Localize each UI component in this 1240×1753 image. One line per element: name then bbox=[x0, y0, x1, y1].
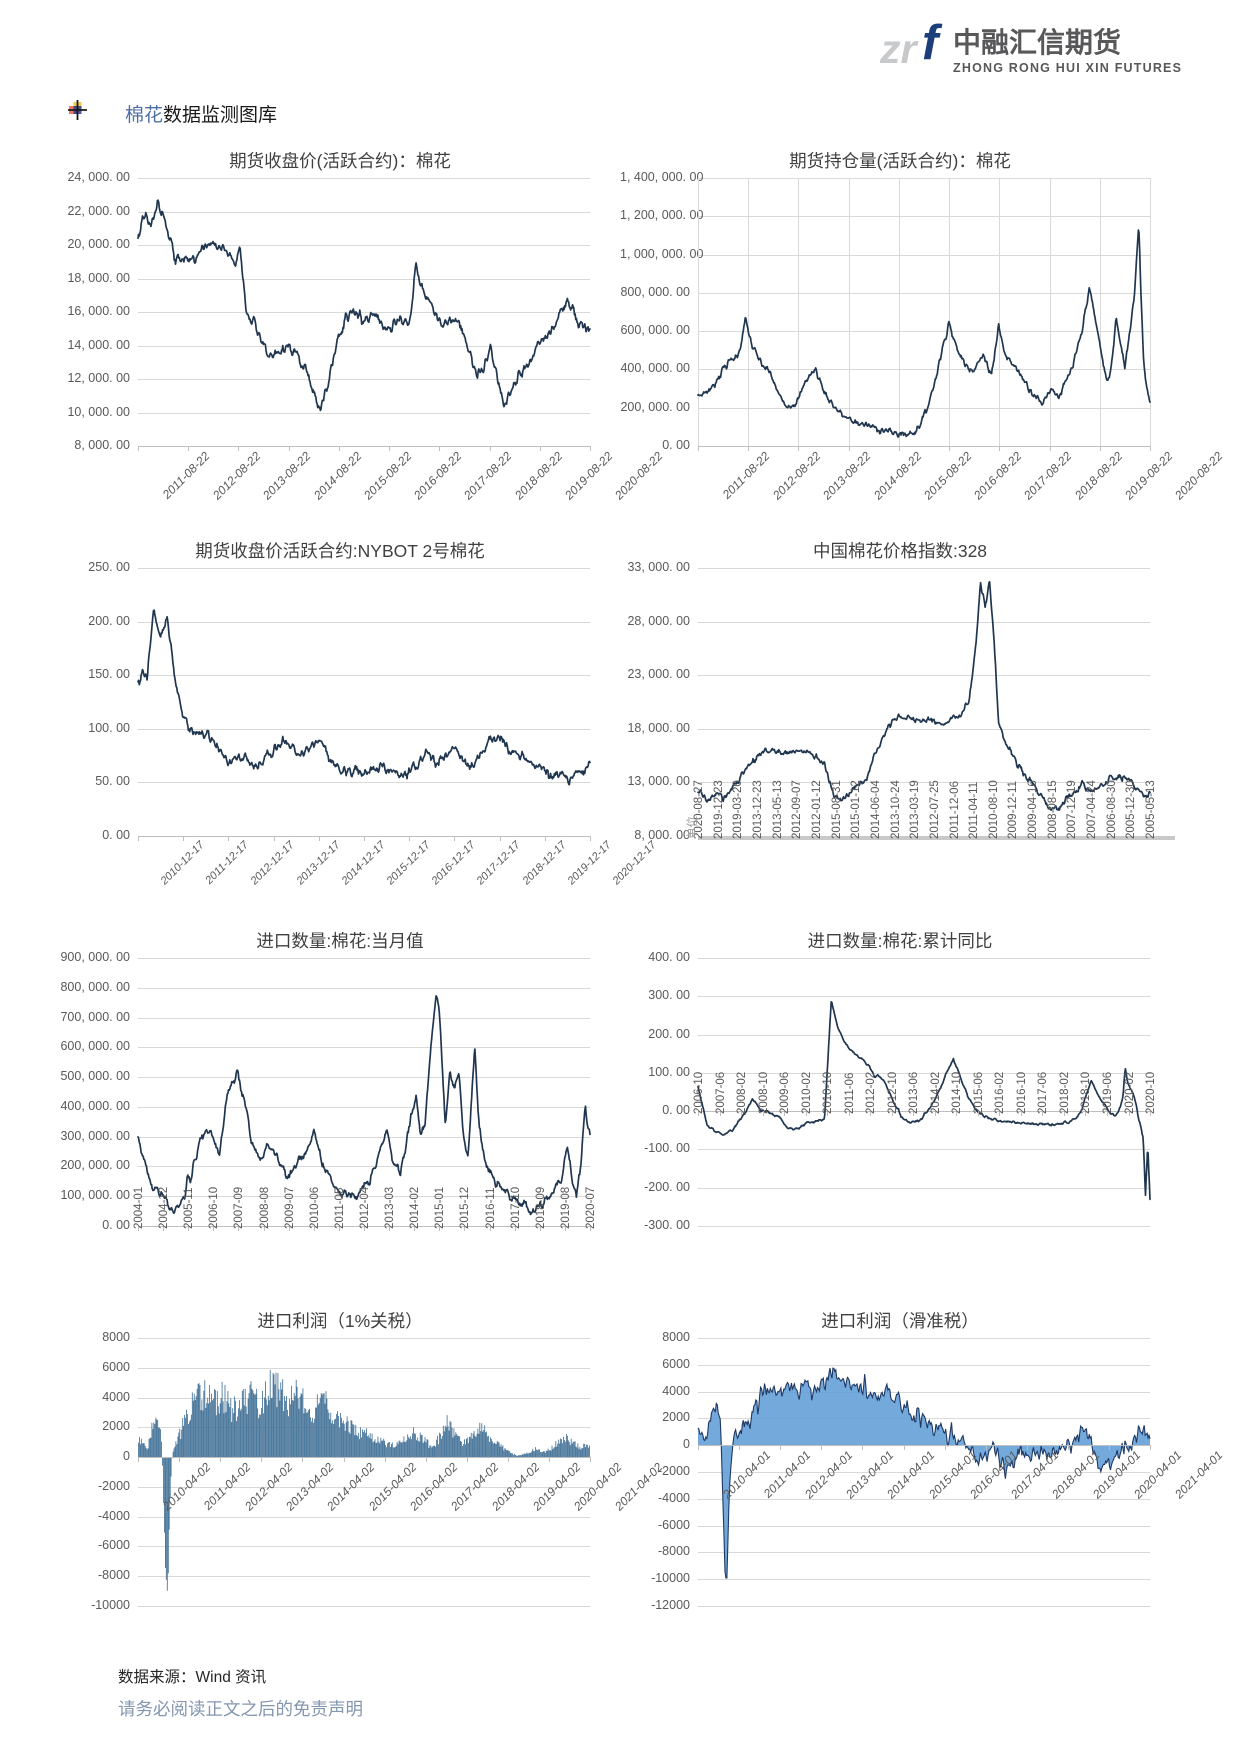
svg-text:zr: zr bbox=[880, 26, 919, 72]
svg-text:中融汇信期货: 中融汇信期货 bbox=[953, 26, 1121, 58]
svg-text:f: f bbox=[922, 16, 943, 70]
svg-text:ZHONG RONG HUI XIN FUTURES: ZHONG RONG HUI XIN FUTURES bbox=[953, 61, 1182, 75]
